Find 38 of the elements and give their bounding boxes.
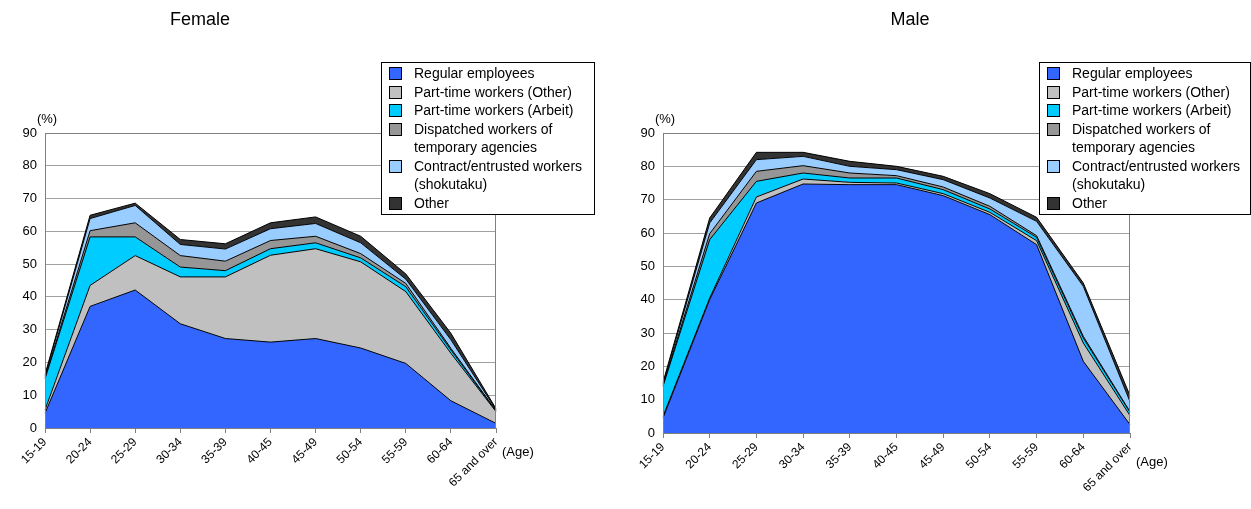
legend-label: Part-time workers (Arbeit): [1072, 101, 1232, 120]
legend-label: Other: [414, 193, 450, 212]
legend-label: Contract/entrusted workers (shokutaku): [1072, 156, 1242, 194]
y-tick-label: 50: [22, 255, 37, 271]
y-tick-label: 0: [647, 424, 655, 440]
y-tick-label: 10: [22, 386, 37, 402]
y-tick-label: 90: [640, 124, 655, 140]
y-axis-title: (%): [654, 110, 676, 126]
x-axis-title: (Age): [1136, 453, 1168, 469]
y-tick-label: 60: [640, 224, 655, 240]
y-tick-label: 80: [640, 157, 655, 173]
chart-title: Male: [890, 9, 930, 30]
y-tick-label: 10: [640, 391, 655, 407]
y-tick-label: 30: [22, 321, 37, 337]
legend-label: Contract/entrusted workers (shokutaku): [414, 156, 584, 194]
y-tick-label: 40: [640, 291, 655, 307]
y-tick-label: 40: [22, 288, 37, 304]
legend-label: Dispatched workers of temporary agencies: [414, 119, 554, 157]
y-tick-label: 20: [640, 357, 655, 373]
legend-label: Other: [1072, 193, 1108, 212]
y-tick-label: 60: [22, 222, 37, 238]
y-axis-title: (%): [36, 110, 58, 126]
legend-label: Regular employees: [1072, 64, 1193, 83]
legend-label: Dispatched workers of temporary agencies: [1072, 119, 1212, 157]
y-tick-label: 70: [22, 190, 37, 206]
legend-label: Part-time workers (Other): [414, 82, 572, 101]
y-tick-label: 20: [22, 354, 37, 370]
chart-title: Female: [169, 9, 231, 30]
x-axis-title: (Age): [502, 443, 534, 459]
y-tick-label: 80: [22, 157, 37, 173]
legend-label: Part-time workers (Arbeit): [414, 101, 574, 120]
y-tick-label: 90: [22, 124, 37, 140]
y-tick-label: 70: [640, 191, 655, 207]
y-tick-label: 0: [29, 419, 37, 435]
y-tick-label: 50: [640, 257, 655, 273]
y-tick-label: 30: [640, 324, 655, 340]
legend-label: Regular employees: [414, 64, 535, 83]
legend-label: Part-time workers (Other): [1072, 82, 1230, 101]
